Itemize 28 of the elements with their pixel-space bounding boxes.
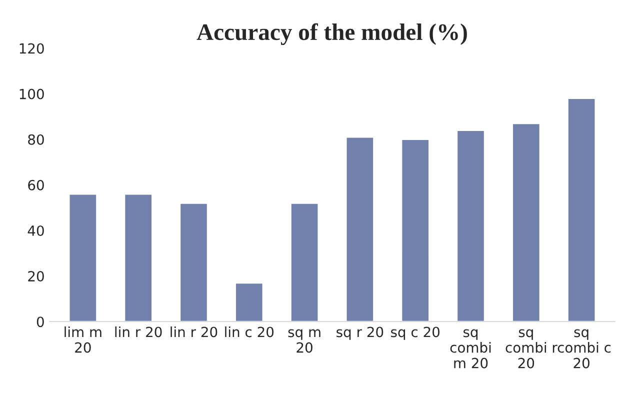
x-tick-label: sq combi 20	[506, 329, 546, 368]
x-tick-label: lin r 20	[170, 326, 218, 338]
bar	[234, 282, 264, 322]
y-tick-label: 100	[20, 88, 44, 100]
bar	[512, 122, 541, 322]
x-tick-label: lin c 20	[225, 326, 274, 338]
chart-title: Accuracy of the model (%)	[196, 23, 467, 45]
x-tick-label: lin r 20	[115, 326, 162, 338]
x-tick-label: sq m 20	[288, 329, 320, 353]
x-tick-label: sq combi m 20	[450, 329, 491, 368]
bar	[345, 136, 374, 322]
y-tick-label: 120	[20, 43, 44, 54]
bar	[290, 202, 320, 322]
y-tick-label: 20	[28, 271, 44, 282]
bar	[68, 193, 98, 322]
y-tick-label: 80	[28, 134, 44, 145]
x-tick-label: sq rcombi c 20	[552, 329, 611, 368]
x-tick-label: sq r 20	[336, 326, 384, 340]
bar	[124, 193, 153, 322]
y-tick-label: 0	[36, 316, 44, 328]
bar	[179, 202, 208, 322]
y-tick-label: 60	[28, 180, 44, 190]
x-tick-label: lim m 20	[64, 326, 102, 353]
y-tick-label: 40	[28, 225, 44, 236]
bar	[567, 98, 596, 322]
bar	[400, 138, 430, 322]
bar	[456, 130, 486, 322]
x-tick-label: sq c 20	[390, 326, 440, 340]
